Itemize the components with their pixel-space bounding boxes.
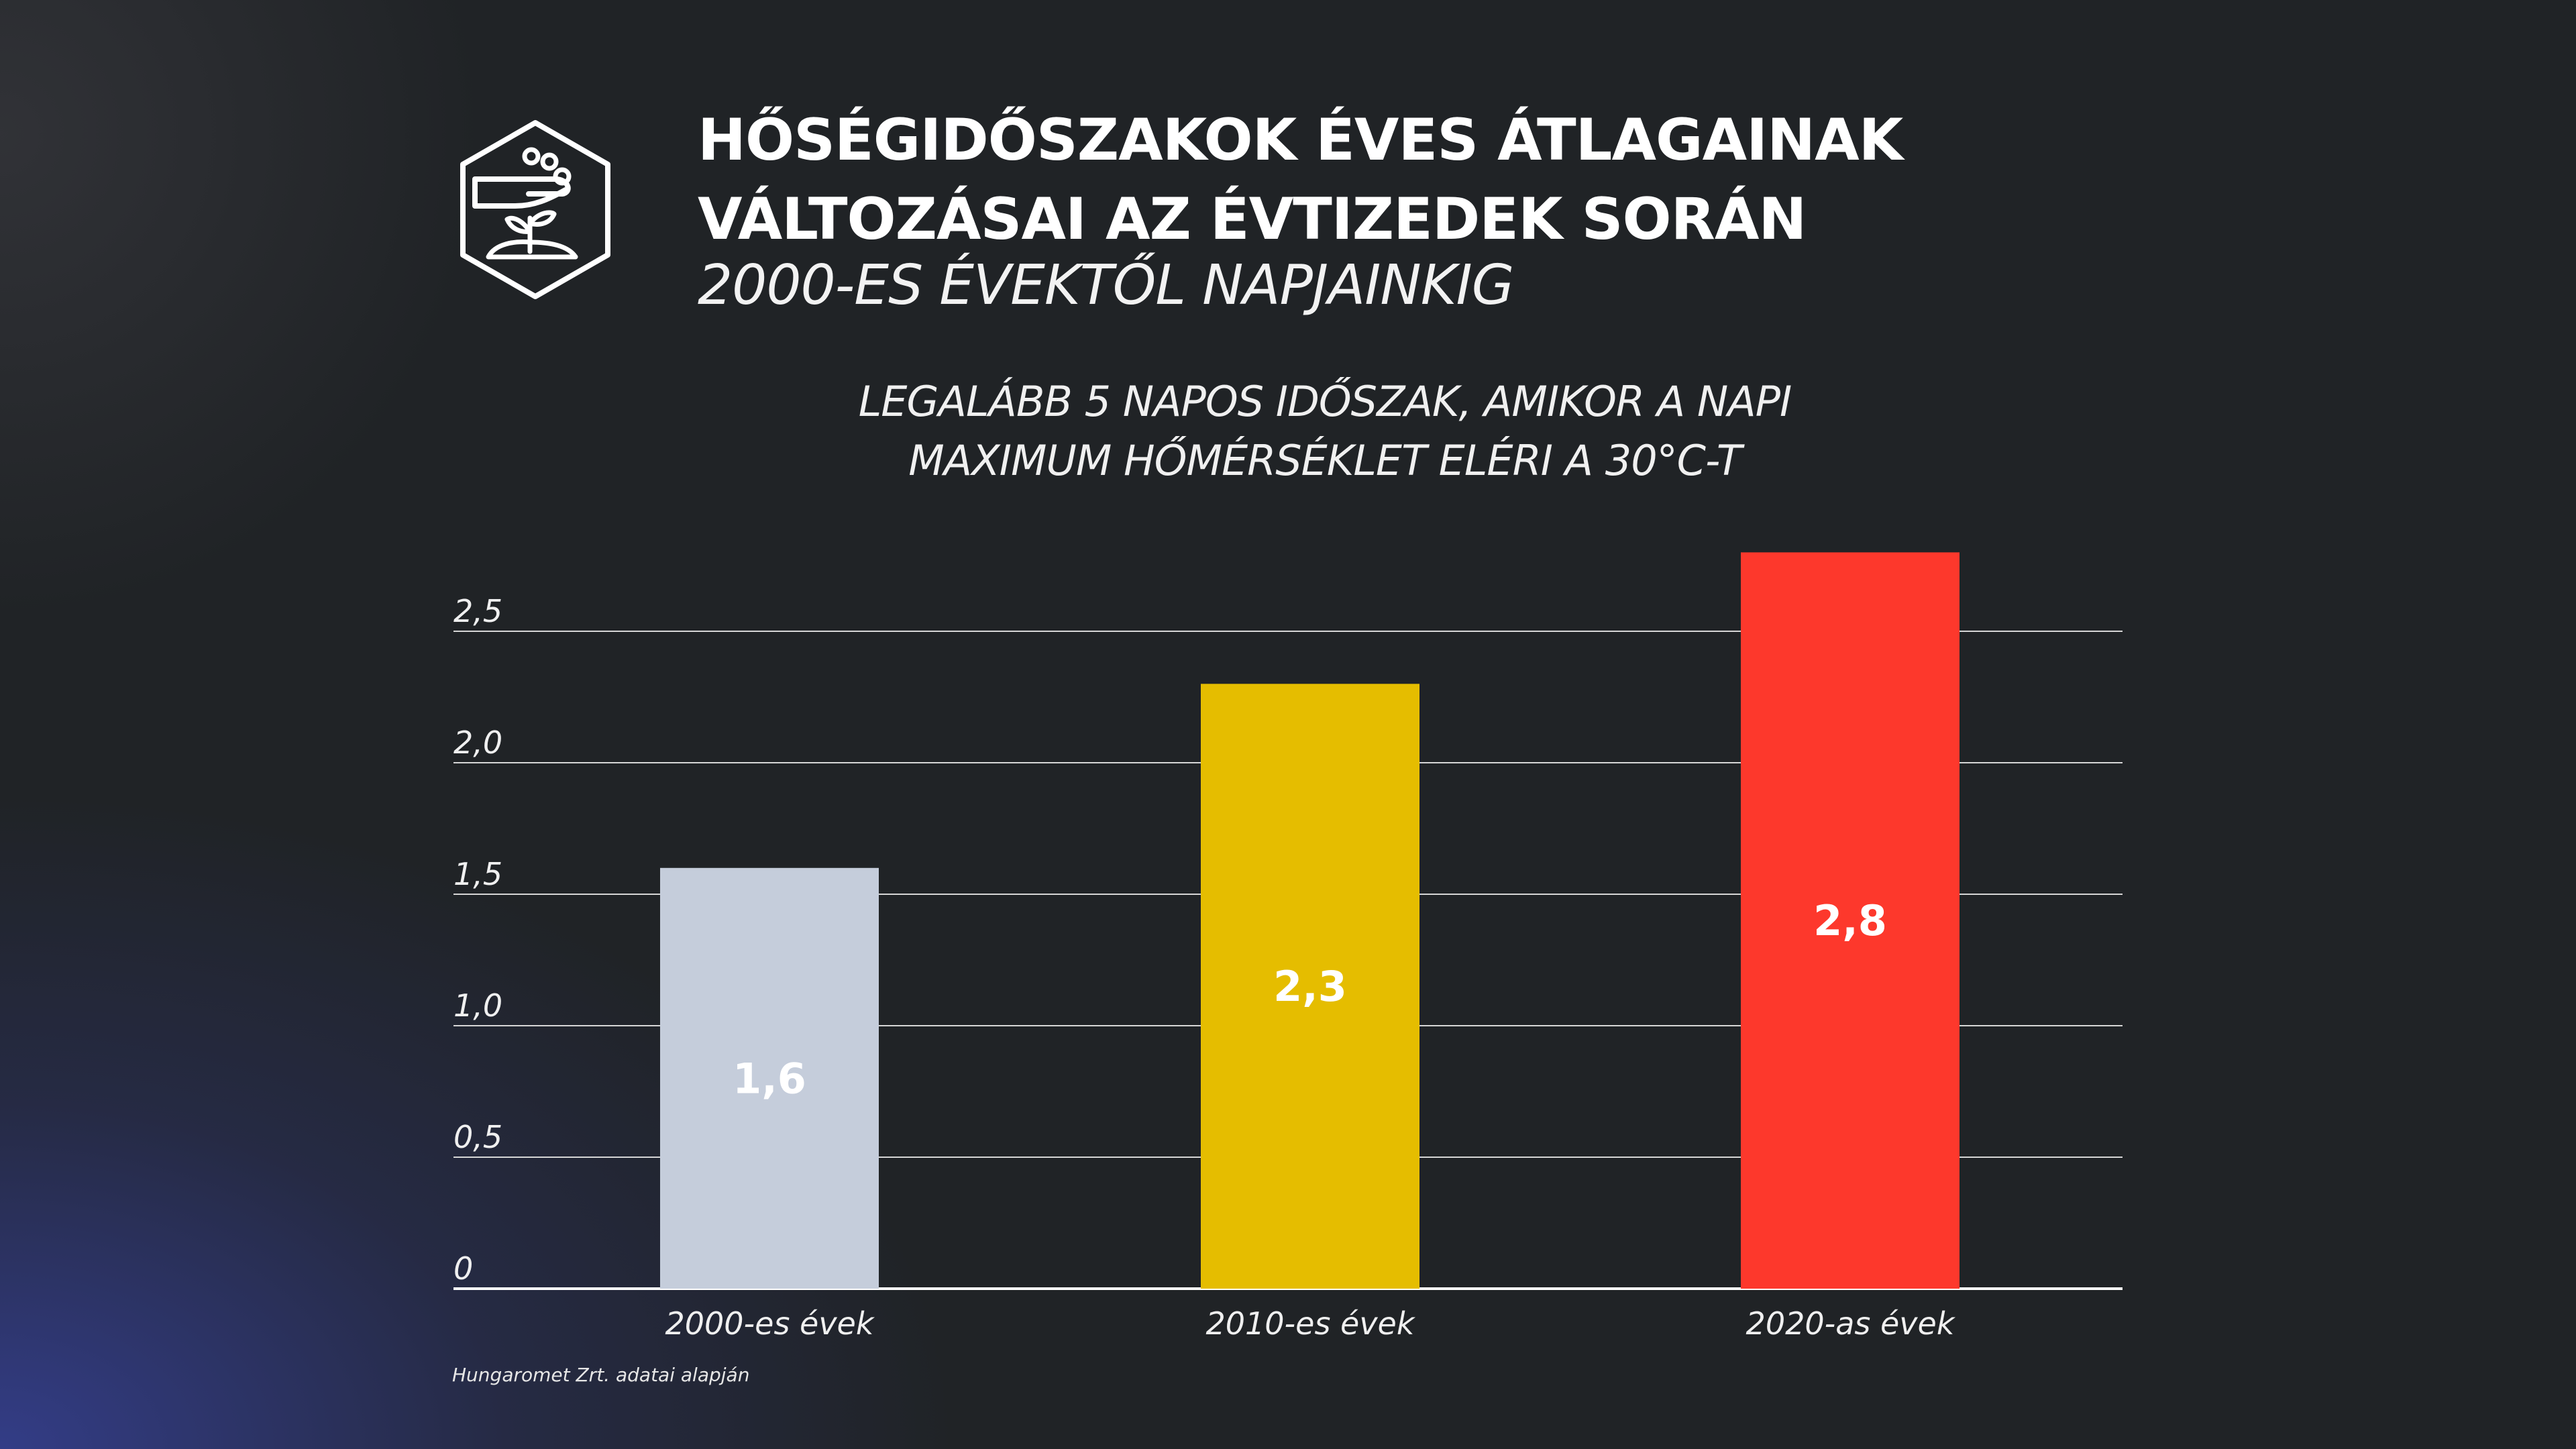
hand-plant-hexagon-icon [460, 120, 610, 299]
bar-value-label: 2,8 [1813, 896, 1887, 945]
y-tick-label: 2,0 [453, 724, 502, 761]
x-category-label: 2000-es évek [665, 1305, 875, 1342]
description-line-2: MAXIMUM HŐMÉRSÉKLET ELÉRI A 30°C-T [908, 436, 1741, 485]
y-tick-label: 0 [453, 1250, 473, 1287]
x-category-label: 2020-as évek [1746, 1305, 1956, 1342]
bar-value-label: 2,3 [1273, 962, 1347, 1011]
y-tick-label: 1,0 [453, 987, 502, 1024]
bar-3 [1741, 552, 1960, 1289]
bar-1 [660, 867, 879, 1289]
chart-description: LEGALÁBB 5 NAPOS IDŐSZAK, AMIKOR A NAPI … [738, 372, 1912, 490]
bar-value-label: 1,6 [733, 1054, 806, 1103]
y-tick-label: 0,5 [453, 1119, 502, 1155]
title-line-1: HŐSÉGIDŐSZAKOK ÉVES ÁTLAGAINAK [698, 107, 1903, 174]
title-line-2: VÁLTOZÁSAI AZ ÉVTIZEDEK SORÁN [698, 186, 1807, 253]
chart-title: HŐSÉGIDŐSZAKOK ÉVES ÁTLAGAINAK VÁLTOZÁSA… [698, 101, 1903, 259]
y-tick-label: 2,5 [453, 593, 502, 629]
y-tick-label: 1,5 [453, 856, 502, 892]
bar-2 [1201, 684, 1419, 1289]
chart-subtitle: 2000-ES ÉVEKTŐL NAPJAINKIG [698, 254, 1514, 317]
x-category-label: 2010-es évek [1205, 1305, 1415, 1342]
description-line-1: LEGALÁBB 5 NAPOS IDŐSZAK, AMIKOR A NAPI [858, 377, 1792, 426]
source-note: Hungaromet Zrt. adatai alapján [452, 1364, 750, 1386]
